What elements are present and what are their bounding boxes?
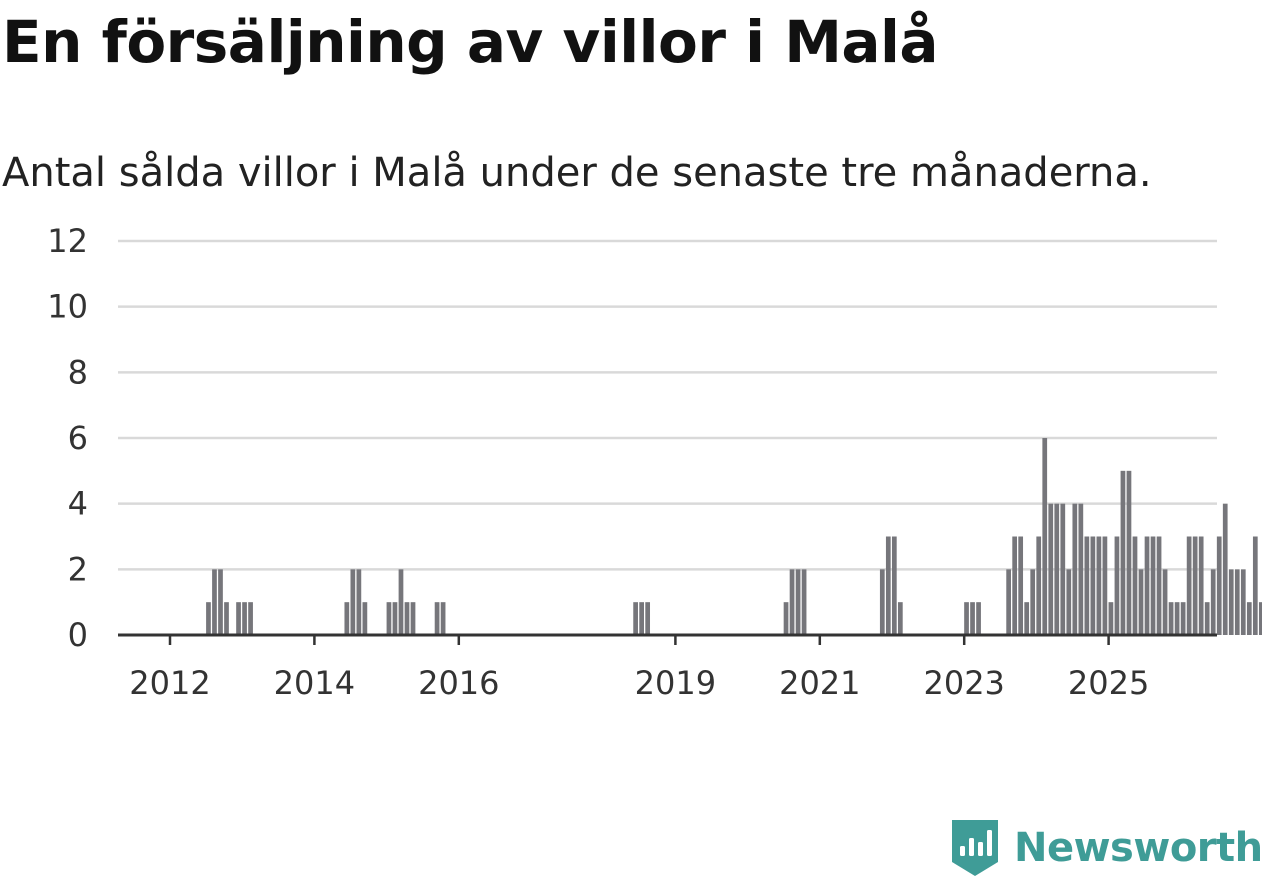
y-tick-label-10: 10 <box>47 288 88 326</box>
bar <box>801 569 807 635</box>
bar <box>1006 569 1011 635</box>
gridlines <box>118 239 1217 571</box>
bar <box>218 569 223 635</box>
x-tick-label-2014: 2014 <box>274 664 355 702</box>
bar <box>795 569 801 635</box>
bar <box>1102 536 1108 635</box>
bar <box>964 602 969 635</box>
chart-title: En försäljning av villor i Malå <box>2 8 939 76</box>
newsworthy-logo: Newsworthy <box>950 818 1262 878</box>
bar <box>1198 536 1204 635</box>
bar <box>224 602 229 635</box>
bar <box>236 602 241 635</box>
bar <box>1228 569 1234 635</box>
bar <box>639 602 644 635</box>
y-tick-label-2: 2 <box>68 550 88 588</box>
y-tick-label-0: 0 <box>68 616 88 654</box>
bar <box>897 602 903 635</box>
axes <box>118 633 1217 645</box>
bar <box>1018 536 1024 635</box>
bar <box>1246 602 1252 635</box>
bar <box>976 602 981 635</box>
bar <box>891 536 897 635</box>
bar <box>350 569 356 635</box>
bar <box>440 602 446 635</box>
brand-name: Newsworthy <box>1014 825 1262 871</box>
y-tick-label-12: 12 <box>47 222 88 260</box>
bar <box>1204 602 1210 635</box>
bar <box>1078 503 1084 635</box>
bar <box>404 602 410 635</box>
x-tick-label-2012: 2012 <box>129 664 210 702</box>
bar <box>398 569 404 635</box>
bar <box>1132 536 1138 635</box>
bar <box>1060 503 1066 635</box>
bar <box>1108 602 1114 635</box>
bar <box>1042 438 1048 635</box>
bar <box>386 602 392 635</box>
bar <box>362 602 368 635</box>
bar <box>1150 536 1156 635</box>
x-tick-label-2019: 2019 <box>635 664 716 702</box>
bar <box>1168 602 1174 635</box>
bar <box>1156 536 1162 635</box>
bar <box>242 602 247 635</box>
bar <box>1012 536 1018 635</box>
bar <box>1114 536 1120 635</box>
bar <box>1048 503 1054 635</box>
bar <box>879 569 885 635</box>
bar <box>885 536 891 635</box>
bar <box>1180 602 1186 635</box>
bar <box>633 602 638 635</box>
bar <box>1216 536 1222 635</box>
bar <box>1084 536 1090 635</box>
bar <box>1138 569 1144 635</box>
bar <box>1210 569 1216 635</box>
bar <box>1174 602 1180 635</box>
bar <box>1030 569 1036 635</box>
bar <box>1234 569 1240 635</box>
bar <box>1258 602 1262 635</box>
bar <box>1096 536 1102 635</box>
bar <box>206 602 211 635</box>
y-tick-label-6: 6 <box>68 419 88 457</box>
y-tick-label-8: 8 <box>68 353 88 391</box>
bar <box>1036 536 1042 635</box>
bar <box>1090 536 1096 635</box>
bar <box>1120 470 1126 635</box>
bar <box>1222 503 1228 635</box>
bar <box>789 569 795 635</box>
bar <box>410 602 416 635</box>
x-tick-label-2021: 2021 <box>779 664 860 702</box>
bar <box>392 602 398 635</box>
bar <box>1192 536 1198 635</box>
bar <box>645 602 651 635</box>
bar <box>1186 536 1192 635</box>
bar <box>1054 503 1060 635</box>
x-tick-label-2025: 2025 <box>1068 664 1149 702</box>
bar <box>1066 569 1072 635</box>
bar <box>248 602 253 635</box>
bar <box>356 569 362 635</box>
bar <box>1126 470 1132 635</box>
x-tick-label-2016: 2016 <box>418 664 499 702</box>
bar <box>1144 536 1150 635</box>
bar <box>1024 602 1030 635</box>
chart-subtitle: Antal sålda villor i Malå under de senas… <box>2 150 1152 196</box>
bar <box>970 602 975 635</box>
bar <box>1240 569 1246 635</box>
bar <box>783 602 789 635</box>
bar-series <box>206 438 1262 635</box>
y-tick-label-4: 4 <box>68 485 88 523</box>
bar <box>344 602 350 635</box>
bar <box>1162 569 1168 635</box>
bar <box>434 602 440 635</box>
newsworthy-logo-icon <box>952 820 998 876</box>
bar <box>212 569 217 635</box>
x-tick-label-2023: 2023 <box>923 664 1004 702</box>
bar <box>1072 503 1078 635</box>
bar <box>1252 536 1258 635</box>
tick-labels: 02468101212012201420162019202120232025 <box>47 222 1149 702</box>
